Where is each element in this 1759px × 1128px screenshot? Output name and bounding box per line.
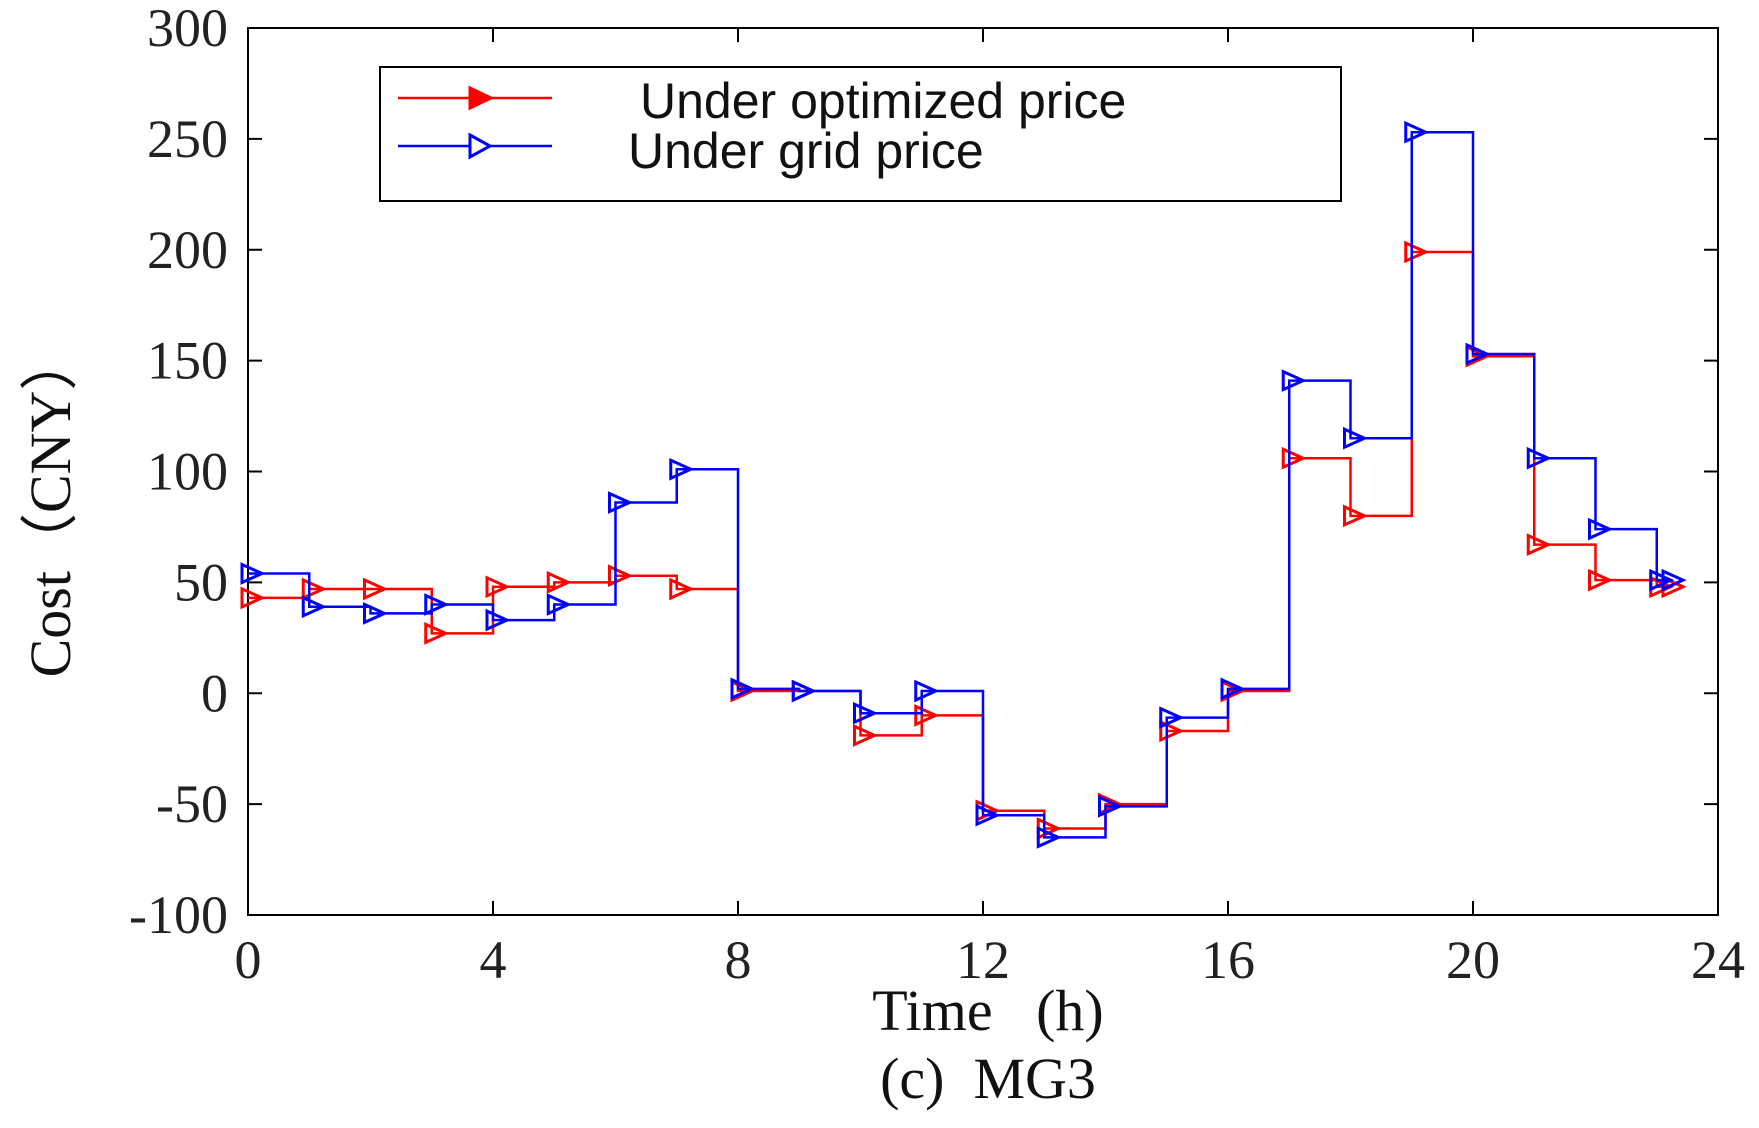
x-tick-label: 4 [480, 930, 507, 990]
data-point-marker [791, 679, 817, 703]
x-tick-label: 24 [1691, 930, 1745, 990]
legend-label-grid: Under grid price [628, 123, 984, 179]
data-point-marker [853, 724, 879, 747]
legend-box [379, 66, 1342, 202]
data-point-marker [914, 679, 940, 703]
y-tick-label: -50 [156, 774, 228, 834]
chart-title: (c) MG3 [880, 1046, 1096, 1111]
data-point-marker [1649, 568, 1675, 592]
data-point-marker [1220, 677, 1246, 701]
data-point-marker [485, 575, 511, 599]
data-point-marker [546, 571, 572, 594]
data-point-marker [424, 593, 450, 616]
y-tick-label: 0 [201, 663, 228, 723]
y-tick-label: 50 [174, 552, 228, 612]
data-point-marker [914, 704, 940, 727]
data-point-marker [1404, 120, 1430, 144]
data-point-marker [485, 608, 511, 632]
x-tick-label: 20 [1446, 930, 1500, 990]
data-point-marker [1281, 369, 1307, 392]
series-line-optimized [248, 250, 1669, 830]
series-line-grid [248, 130, 1669, 839]
data-point-marker [424, 622, 450, 645]
series-layer [240, 120, 1687, 849]
x-tick-label: 16 [1201, 930, 1255, 990]
data-point-marker [301, 577, 327, 601]
legend-marker-optimized [468, 85, 495, 111]
data-point-marker [730, 677, 756, 701]
data-point-marker [1588, 517, 1614, 541]
data-point-marker [1343, 504, 1369, 528]
data-point-marker [1588, 568, 1614, 592]
data-point-marker [853, 701, 879, 725]
data-point-marker [669, 577, 695, 601]
data-point-marker [363, 577, 389, 601]
data-point-marker [1661, 568, 1687, 592]
axis-ticks: 0 4 8 12 16 20 24 -100 -50 0 50 100 150 200 250 300 [129, 0, 1745, 990]
data-point-marker [546, 593, 572, 616]
data-point-marker [608, 491, 634, 514]
y-axis-title: Cost（CNY） [18, 333, 83, 678]
legend-label-optimized: Under optimized price [640, 73, 1126, 129]
data-point-marker [1098, 795, 1124, 818]
y-tick-label: 250 [147, 109, 228, 169]
legend: Under optimized price Under grid price [379, 66, 1342, 202]
data-point-marker [1526, 446, 1552, 470]
x-tick-label: 0 [235, 930, 262, 990]
data-point-marker [363, 602, 389, 625]
legend-marker-grid [468, 132, 494, 160]
y-tick-label: 100 [147, 442, 228, 502]
data-point-marker [608, 564, 634, 588]
data-point-marker [1465, 342, 1491, 366]
data-point-marker [1281, 446, 1307, 470]
data-point-marker [1159, 719, 1185, 743]
data-point-marker [1404, 240, 1430, 264]
data-point-marker [301, 595, 327, 619]
x-tick-label: 12 [956, 930, 1010, 990]
y-tick-label: 200 [147, 220, 228, 280]
data-point-marker [1036, 826, 1062, 849]
y-tick-label: -100 [129, 885, 228, 945]
data-point-marker [240, 586, 266, 610]
data-point-marker [1526, 533, 1552, 556]
data-point-marker [1343, 426, 1369, 450]
data-point-marker [669, 457, 695, 481]
data-point-marker [240, 562, 266, 585]
x-tick-label: 8 [725, 930, 752, 990]
data-point-marker [975, 803, 1001, 827]
x-axis-title: Time (h) [872, 978, 1104, 1043]
y-tick-label: 150 [147, 331, 228, 391]
y-tick-label: 300 [147, 0, 228, 58]
data-point-marker [1159, 706, 1185, 729]
